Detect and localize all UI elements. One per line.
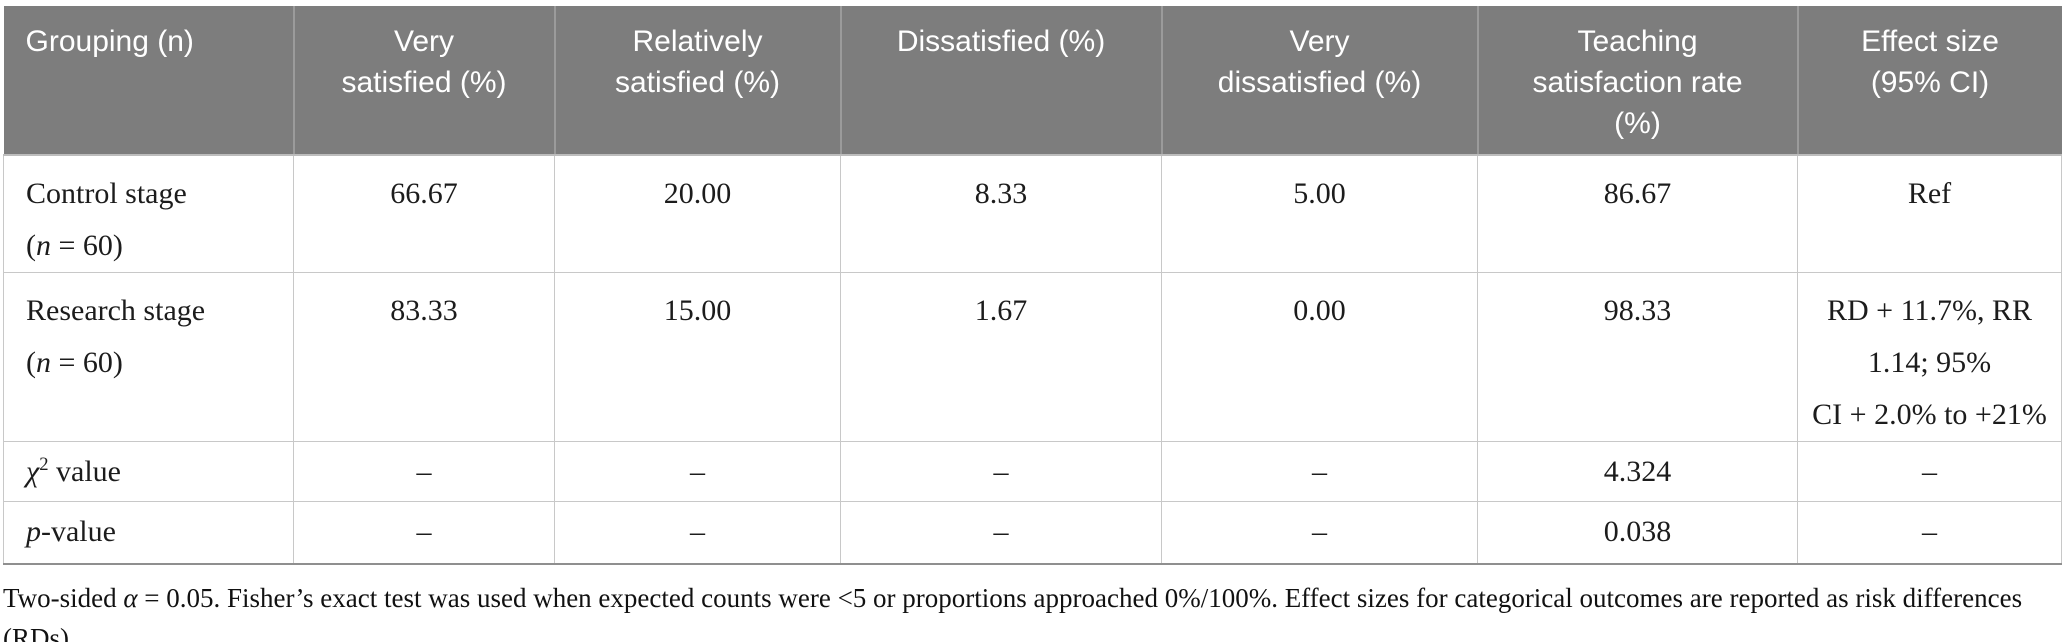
cell-p-label: p-value bbox=[3, 501, 294, 565]
footnote-text: = 0.05. Fisher’s exact test was used whe… bbox=[3, 582, 2023, 642]
table-footnote: Two-sided α = 0.05. Fisher’s exact test … bbox=[3, 578, 2065, 642]
footnote-prefix: Two-sided bbox=[3, 582, 124, 613]
p-symbol: p bbox=[26, 515, 41, 549]
table-row-control: Control stage (n = 60) 66.67 20.00 8.33 … bbox=[3, 154, 2062, 273]
chi-symbol: χ bbox=[26, 454, 40, 488]
table-row-p-value: p-value – – – – 0.038 – bbox=[3, 501, 2062, 565]
cell-chi-satisfaction-rate: 4.324 bbox=[1477, 441, 1798, 502]
cell-p-very-satisfied: – bbox=[293, 501, 555, 565]
cell-control-effect-size: Ref bbox=[1797, 154, 2062, 273]
column-header-very-dissatisfied: Very dissatisfied (%) bbox=[1161, 6, 1479, 156]
p-label-text: -value bbox=[41, 515, 116, 549]
column-header-dissatisfied: Dissatisfied (%) bbox=[840, 6, 1163, 156]
column-header-relatively-satisfied: Relatively satisfied (%) bbox=[554, 6, 842, 156]
cell-research-very-dissatisfied: 0.00 bbox=[1161, 272, 1478, 442]
column-header-satisfaction-rate: Teaching satisfaction rate (%) bbox=[1477, 6, 1799, 156]
stage-name: Control stage bbox=[26, 177, 187, 210]
column-header-very-satisfied: Very satisfied (%) bbox=[293, 6, 556, 156]
satisfaction-table: Grouping (n) Very satisfied (%) Relative… bbox=[3, 6, 2062, 565]
chi-label-text: value bbox=[48, 454, 121, 488]
table-row-research: Research stage (n = 60) 83.33 15.00 1.67… bbox=[3, 272, 2062, 442]
cell-p-satisfaction-rate: 0.038 bbox=[1477, 501, 1798, 565]
cell-p-dissatisfied: – bbox=[840, 501, 1162, 565]
column-header-grouping: Grouping (n) bbox=[3, 6, 295, 156]
stage-name: Research stage bbox=[26, 294, 206, 327]
cell-chi-very-dissatisfied: – bbox=[1161, 441, 1478, 502]
cell-p-relatively-satisfied: – bbox=[554, 501, 841, 565]
cell-research-satisfaction-rate: 98.33 bbox=[1477, 272, 1798, 442]
paren-open: ( bbox=[26, 229, 36, 262]
cell-research-effect-size: RD + 11.7%, RR 1.14; 95% CI + 2.0% to +2… bbox=[1797, 272, 2062, 442]
cell-control-grouping: Control stage (n = 60) bbox=[3, 154, 294, 273]
cell-chi-label: χ2 value bbox=[3, 441, 294, 502]
n-symbol: n bbox=[36, 229, 51, 262]
table-body: Control stage (n = 60) 66.67 20.00 8.33 … bbox=[3, 154, 2062, 565]
chi-exponent: 2 bbox=[39, 453, 49, 475]
alpha-symbol: α bbox=[123, 582, 138, 613]
cell-control-very-satisfied: 66.67 bbox=[293, 154, 555, 273]
cell-chi-very-satisfied: – bbox=[293, 441, 555, 502]
cell-research-grouping: Research stage (n = 60) bbox=[3, 272, 294, 442]
cell-control-relatively-satisfied: 20.00 bbox=[554, 154, 841, 273]
cell-p-effect-size: – bbox=[1797, 501, 2062, 565]
stage-n-count: (n = 60) bbox=[26, 220, 287, 272]
header-row: Grouping (n) Very satisfied (%) Relative… bbox=[3, 6, 2062, 156]
paren-open: ( bbox=[26, 346, 36, 379]
stage-n-count: (n = 60) bbox=[26, 337, 287, 389]
effect-size-text: RD + 11.7%, RR 1.14; 95% CI + 2.0% to +2… bbox=[1812, 294, 2047, 431]
cell-chi-effect-size: – bbox=[1797, 441, 2062, 502]
cell-research-relatively-satisfied: 15.00 bbox=[554, 272, 841, 442]
cell-research-dissatisfied: 1.67 bbox=[840, 272, 1162, 442]
table-header: Grouping (n) Very satisfied (%) Relative… bbox=[3, 6, 2062, 156]
cell-p-very-dissatisfied: – bbox=[1161, 501, 1478, 565]
cell-control-dissatisfied: 8.33 bbox=[840, 154, 1162, 273]
cell-control-satisfaction-rate: 86.67 bbox=[1477, 154, 1798, 273]
n-value: = 60) bbox=[51, 346, 123, 379]
column-header-effect-size: Effect size (95% CI) bbox=[1797, 6, 2062, 156]
table-row-chi-square: χ2 value – – – – 4.324 – bbox=[3, 441, 2062, 502]
n-symbol: n bbox=[36, 346, 51, 379]
n-value: = 60) bbox=[51, 229, 123, 262]
cell-control-very-dissatisfied: 5.00 bbox=[1161, 154, 1478, 273]
cell-chi-dissatisfied: – bbox=[840, 441, 1162, 502]
cell-research-very-satisfied: 83.33 bbox=[293, 272, 555, 442]
cell-chi-relatively-satisfied: – bbox=[554, 441, 841, 502]
